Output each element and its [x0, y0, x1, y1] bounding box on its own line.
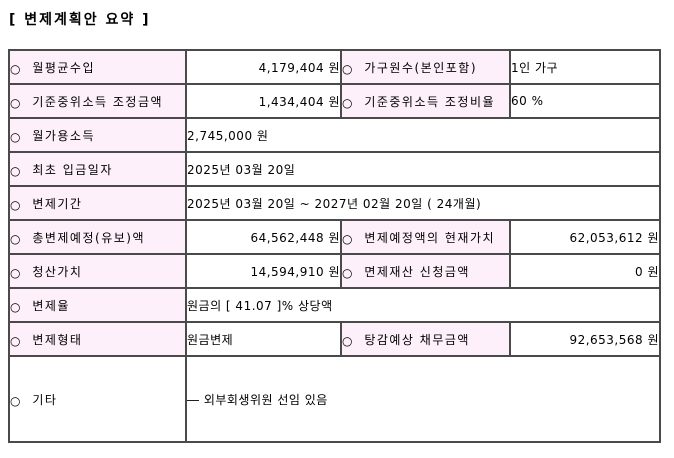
value-present-value-of-repayment: 62,053,612 원 [509, 219, 661, 255]
circle-bullet-icon: ○ [10, 95, 21, 110]
label-text: 변제기간 [32, 196, 83, 211]
circle-bullet-icon: ○ [342, 265, 353, 280]
value-liquidation-value: 14,594,910 원 [185, 253, 342, 289]
value-total-expected-repayment: 64,562,448 원 [185, 219, 342, 255]
label-expected-debt-reduction: ○ 탕감예상 채무금액 [340, 321, 511, 357]
value-repayment-type: 원금변제 [185, 321, 342, 357]
value-repayment-period: 2025년 03월 20일 ~ 2027년 02월 20일 ( 24개월) [185, 185, 661, 221]
label-text: 기타 [32, 392, 58, 407]
value-household-members: 1인 가구 [509, 49, 661, 85]
value-median-income-adjustment-ratio: 60 % [509, 83, 661, 119]
label-repayment-rate: ○ 변제율 [8, 287, 187, 323]
circle-bullet-icon: ○ [10, 197, 21, 212]
label-text: 기준중위소득 조정금액 [32, 94, 164, 109]
circle-bullet-icon: ○ [342, 231, 353, 246]
table-row: ○ 월가용소득 2,745,000 원 [8, 117, 661, 153]
label-text: 변제예정액의 현재가치 [364, 230, 496, 245]
value-median-income-adjusted-amount: 1,434,404 원 [185, 83, 342, 119]
circle-bullet-icon: ○ [342, 95, 353, 110]
circle-bullet-icon: ○ [10, 163, 21, 178]
label-monthly-average-income: ○ 월평균수입 [8, 49, 187, 85]
circle-bullet-icon: ○ [10, 299, 21, 314]
value-first-deposit-date: 2025년 03월 20일 [185, 151, 661, 187]
label-misc: ○ 기타 [8, 355, 187, 443]
label-total-expected-repayment: ○ 총변제예정(유보)액 [8, 219, 187, 255]
table-row: ○ 총변제예정(유보)액 64,562,448 원 ○ 변제예정액의 현재가치 … [8, 219, 661, 255]
table-row: ○ 기타 ― 외부회생위원 선임 있음 [8, 355, 661, 443]
table-row: ○ 기준중위소득 조정금액 1,434,404 원 ○ 기준중위소득 조정비율 … [8, 83, 661, 119]
label-median-income-adjustment-ratio: ○ 기준중위소득 조정비율 [340, 83, 511, 119]
table-row: ○ 최초 입금일자 2025년 03월 20일 [8, 151, 661, 187]
label-text: 가구원수(본인포함) [364, 60, 477, 75]
circle-bullet-icon: ○ [10, 333, 21, 348]
table-row: ○ 청산가치 14,594,910 원 ○ 면제재산 신청금액 0 원 [8, 253, 661, 289]
circle-bullet-icon: ○ [10, 61, 21, 76]
label-median-income-adjusted-amount: ○ 기준중위소득 조정금액 [8, 83, 187, 119]
label-text: 변제율 [32, 298, 70, 313]
label-text: 월가용소득 [32, 128, 96, 143]
label-text: 기준중위소득 조정비율 [364, 94, 496, 109]
label-text: 변제형태 [32, 332, 83, 347]
table-row: ○ 월평균수입 4,179,404 원 ○ 가구원수(본인포함) 1인 가구 [8, 49, 661, 85]
table-row: ○ 변제율 원금의 [ 41.07 ]% 상당액 [8, 287, 661, 323]
label-exempt-property-request: ○ 면제재산 신청금액 [340, 253, 511, 289]
label-text: 최초 입금일자 [32, 162, 113, 177]
circle-bullet-icon: ○ [10, 129, 21, 144]
value-monthly-average-income: 4,179,404 원 [185, 49, 342, 85]
label-repayment-type: ○ 변제형태 [8, 321, 187, 357]
label-household-members: ○ 가구원수(본인포함) [340, 49, 511, 85]
circle-bullet-icon: ○ [10, 265, 21, 280]
value-expected-debt-reduction: 92,653,568 원 [509, 321, 661, 357]
circle-bullet-icon: ○ [342, 333, 353, 348]
value-exempt-property-request: 0 원 [509, 253, 661, 289]
page-title: [ 변제계획안 요약 ] [9, 12, 151, 28]
label-text: 탕감예상 채무금액 [364, 332, 470, 347]
label-text: 면제재산 신청금액 [364, 264, 470, 279]
label-first-deposit-date: ○ 최초 입금일자 [8, 151, 187, 187]
label-monthly-disposable-income: ○ 월가용소득 [8, 117, 187, 153]
table-row: ○ 변제기간 2025년 03월 20일 ~ 2027년 02월 20일 ( 2… [8, 185, 661, 221]
label-text: 총변제예정(유보)액 [32, 230, 145, 245]
value-repayment-rate: 원금의 [ 41.07 ]% 상당액 [185, 287, 661, 323]
summary-table: ○ 월평균수입 4,179,404 원 ○ 가구원수(본인포함) 1인 가구 ○… [8, 49, 661, 443]
circle-bullet-icon: ○ [342, 61, 353, 76]
circle-bullet-icon: ○ [10, 231, 21, 246]
label-liquidation-value: ○ 청산가치 [8, 253, 187, 289]
label-text: 월평균수입 [32, 60, 96, 75]
label-present-value-of-repayment: ○ 변제예정액의 현재가치 [340, 219, 511, 255]
value-monthly-disposable-income: 2,745,000 원 [185, 117, 661, 153]
label-repayment-period: ○ 변제기간 [8, 185, 187, 221]
table-row: ○ 변제형태 원금변제 ○ 탕감예상 채무금액 92,653,568 원 [8, 321, 661, 357]
label-text: 청산가치 [32, 264, 83, 279]
value-misc: ― 외부회생위원 선임 있음 [185, 355, 661, 443]
circle-bullet-icon: ○ [10, 393, 21, 408]
